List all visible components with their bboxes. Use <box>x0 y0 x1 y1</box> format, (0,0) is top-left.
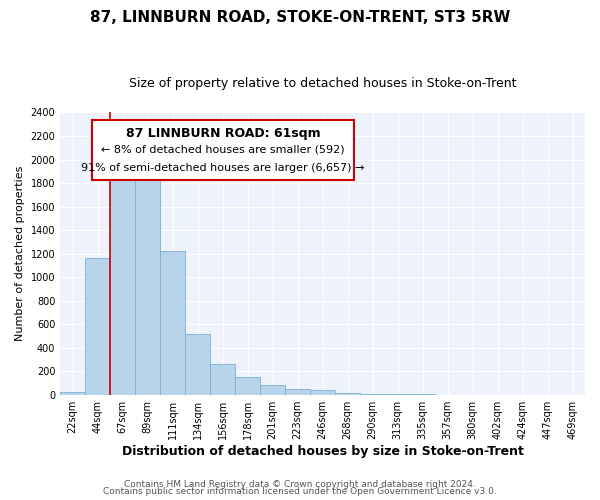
Text: ← 8% of detached houses are smaller (592): ← 8% of detached houses are smaller (592… <box>101 145 344 155</box>
Title: Size of property relative to detached houses in Stoke-on-Trent: Size of property relative to detached ho… <box>129 78 517 90</box>
Bar <box>185 334 210 394</box>
Text: 91% of semi-detached houses are larger (6,657) →: 91% of semi-detached houses are larger (… <box>81 164 365 173</box>
Text: Contains HM Land Registry data © Crown copyright and database right 2024.: Contains HM Land Registry data © Crown c… <box>124 480 476 489</box>
Bar <box>160 252 185 394</box>
Text: 87 LINNBURN ROAD: 61sqm: 87 LINNBURN ROAD: 61sqm <box>125 126 320 140</box>
Bar <box>110 166 135 394</box>
Text: 87, LINNBURN ROAD, STOKE-ON-TRENT, ST3 5RW: 87, LINNBURN ROAD, STOKE-ON-TRENT, ST3 5… <box>90 10 510 25</box>
Bar <box>85 258 110 394</box>
X-axis label: Distribution of detached houses by size in Stoke-on-Trent: Distribution of detached houses by size … <box>122 444 524 458</box>
Bar <box>235 378 260 394</box>
Bar <box>210 364 235 394</box>
Y-axis label: Number of detached properties: Number of detached properties <box>15 166 25 342</box>
Bar <box>135 178 160 394</box>
Bar <box>60 392 85 394</box>
Bar <box>260 386 285 394</box>
FancyBboxPatch shape <box>92 120 354 180</box>
Bar <box>285 389 310 394</box>
Bar <box>310 390 335 394</box>
Text: Contains public sector information licensed under the Open Government Licence v3: Contains public sector information licen… <box>103 487 497 496</box>
